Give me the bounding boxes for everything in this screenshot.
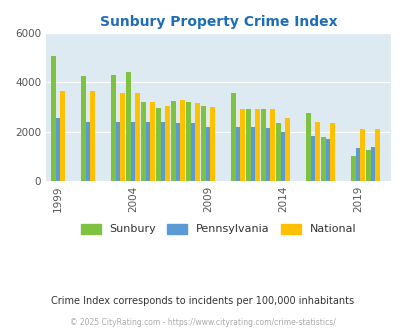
Bar xyxy=(81,76,85,181)
Bar xyxy=(145,122,150,181)
Bar xyxy=(205,127,210,181)
Bar xyxy=(370,147,374,181)
Bar xyxy=(201,106,205,181)
Bar xyxy=(55,118,60,181)
Bar xyxy=(171,101,175,181)
Bar xyxy=(195,103,199,181)
Bar xyxy=(275,123,280,181)
Bar xyxy=(350,156,355,181)
Bar xyxy=(235,127,240,181)
Bar xyxy=(160,122,165,181)
Bar xyxy=(150,102,154,181)
Bar xyxy=(374,129,379,181)
Bar xyxy=(141,102,145,181)
Bar xyxy=(186,102,190,181)
Bar xyxy=(240,110,244,181)
Bar xyxy=(90,91,94,181)
Bar xyxy=(111,75,115,181)
Bar xyxy=(165,106,169,181)
Bar xyxy=(310,136,314,181)
Bar xyxy=(180,100,184,181)
Bar xyxy=(265,128,270,181)
Bar xyxy=(285,118,289,181)
Bar xyxy=(190,123,195,181)
Bar xyxy=(231,93,235,181)
Bar xyxy=(135,93,139,181)
Bar xyxy=(120,93,124,181)
Bar xyxy=(60,91,64,181)
Bar xyxy=(115,122,120,181)
Bar xyxy=(325,139,329,181)
Bar xyxy=(255,110,259,181)
Text: © 2025 CityRating.com - https://www.cityrating.com/crime-statistics/: © 2025 CityRating.com - https://www.city… xyxy=(70,318,335,327)
Bar xyxy=(314,122,319,181)
Bar xyxy=(156,108,160,181)
Bar xyxy=(359,129,364,181)
Title: Sunbury Property Crime Index: Sunbury Property Crime Index xyxy=(100,15,337,29)
Bar xyxy=(246,110,250,181)
Bar xyxy=(250,127,255,181)
Legend: Sunbury, Pennsylvania, National: Sunbury, Pennsylvania, National xyxy=(76,219,360,239)
Bar xyxy=(126,73,130,181)
Bar xyxy=(270,110,274,181)
Bar xyxy=(365,150,370,181)
Bar xyxy=(210,107,214,181)
Bar xyxy=(355,148,359,181)
Bar xyxy=(280,132,285,181)
Bar xyxy=(305,113,310,181)
Bar xyxy=(260,110,265,181)
Bar xyxy=(130,122,135,181)
Bar xyxy=(85,122,90,181)
Bar xyxy=(51,56,55,181)
Text: Crime Index corresponds to incidents per 100,000 inhabitants: Crime Index corresponds to incidents per… xyxy=(51,296,354,306)
Bar xyxy=(320,137,325,181)
Bar xyxy=(175,123,180,181)
Bar xyxy=(329,123,334,181)
